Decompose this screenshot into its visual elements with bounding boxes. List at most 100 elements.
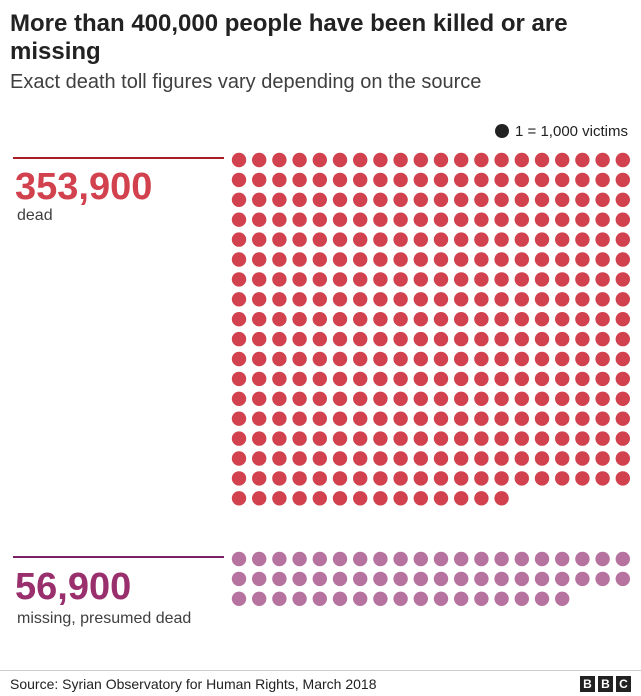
dead-dot: [332, 351, 348, 367]
dead-dot: [252, 451, 267, 466]
dead-dot: [272, 152, 287, 168]
dead-dot: [454, 172, 469, 188]
dead-dot: [292, 431, 307, 446]
dead-dot: [534, 152, 550, 168]
dead-dot: [433, 152, 449, 168]
dead-dot: [575, 471, 590, 486]
dead-dot: [312, 331, 327, 347]
dead-dot: [474, 232, 489, 247]
missing-dot: [353, 551, 368, 567]
missing-dot: [615, 551, 630, 567]
dead-dot: [494, 272, 509, 287]
dead-dot: [534, 212, 550, 227]
dead-dot: [312, 152, 327, 168]
dead-dot: [413, 451, 428, 466]
dead-dot: [353, 351, 368, 367]
dead-dot: [555, 172, 570, 188]
dead-dot: [252, 232, 267, 247]
dead-dot: [353, 371, 368, 387]
dead-dot: [595, 212, 610, 227]
dead-dot: [231, 491, 247, 506]
missing-dot: [272, 551, 287, 567]
dead-dot: [332, 371, 348, 387]
dead-dot: [433, 491, 449, 506]
dead-dot: [494, 232, 509, 247]
dead-dot: [575, 312, 590, 327]
missing-dot: [555, 551, 570, 567]
dead-dot: [595, 312, 610, 327]
dead-dot: [595, 411, 610, 426]
dead-dot: [272, 172, 287, 188]
dead-dot: [292, 232, 307, 247]
dead-dot: [534, 331, 550, 347]
dead-dot: [595, 431, 610, 446]
dead-dot: [373, 312, 388, 327]
dead-dot: [575, 212, 590, 227]
dead-dot: [292, 292, 307, 307]
dead-dot: [252, 411, 267, 426]
dead-dot: [231, 471, 247, 486]
dead-dot: [231, 152, 247, 168]
dead-dot: [454, 371, 469, 387]
missing-dot: [393, 591, 408, 606]
dead-dot: [353, 272, 368, 287]
dead-dot: [312, 371, 327, 387]
dead-dot: [514, 331, 529, 347]
dead-dot: [615, 192, 630, 207]
dead-dot: [615, 312, 630, 327]
dead-dot: [474, 491, 489, 506]
missing-dot: [433, 591, 449, 606]
dead-dot: [231, 272, 247, 287]
dead-dot: [231, 431, 247, 446]
dead-dot: [353, 391, 368, 406]
dead-dot: [252, 172, 267, 188]
missing-dot: [454, 551, 469, 567]
dead-dot: [433, 351, 449, 367]
dead-dot: [595, 192, 610, 207]
missing-dot: [292, 551, 307, 567]
dead-dot: [494, 152, 509, 168]
dead-dot: [474, 451, 489, 466]
dead-dot: [393, 471, 408, 486]
dead-dot: [252, 391, 267, 406]
missing-dot: [534, 551, 550, 567]
dead-dot: [373, 232, 388, 247]
dead-dot: [413, 232, 428, 247]
dead-dot: [413, 312, 428, 327]
dead-dot: [231, 351, 247, 367]
dead-dot: [514, 351, 529, 367]
dead-dot: [332, 212, 348, 227]
dead-dot: [514, 192, 529, 207]
dead-count: 353,900: [15, 166, 153, 208]
dead-dot: [292, 172, 307, 188]
dead-dot: [595, 232, 610, 247]
dead-dot: [252, 431, 267, 446]
dead-dot: [413, 371, 428, 387]
dead-dot: [231, 411, 247, 426]
dead-dot: [514, 152, 529, 168]
dead-dot: [595, 451, 610, 466]
dead-dot: [393, 312, 408, 327]
dead-dot: [474, 411, 489, 426]
dead-dot: [575, 152, 590, 168]
dead-dot: [231, 331, 247, 347]
dead-dot: [615, 212, 630, 227]
dead-dot: [272, 391, 287, 406]
dead-dot: [332, 232, 348, 247]
missing-dot: [494, 591, 509, 606]
dead-dot: [292, 252, 307, 267]
dead-dot: [292, 152, 307, 168]
dead-dot: [312, 292, 327, 307]
dead-dot: [332, 331, 348, 347]
dead-dot: [433, 192, 449, 207]
dead-dot: [615, 371, 630, 387]
dead-dot: [433, 312, 449, 327]
missing-dot: [252, 571, 267, 587]
dead-dot: [252, 252, 267, 267]
dead-dot: [252, 212, 267, 227]
dead-dot: [413, 212, 428, 227]
missing-dot: [413, 571, 428, 587]
legend-dot-icon: [495, 124, 510, 138]
dead-dot: [353, 411, 368, 426]
dead-dot: [433, 451, 449, 466]
